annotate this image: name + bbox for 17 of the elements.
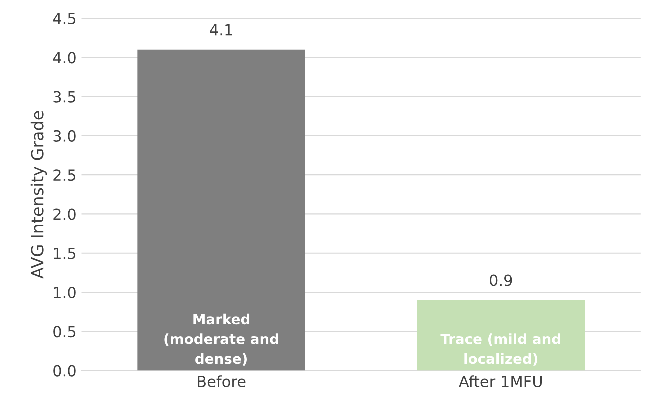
y-tick-label: 3.0 — [54, 130, 76, 142]
y-tick-label: 4.0 — [53, 52, 76, 64]
y-tick-label: 0.0 — [54, 365, 76, 377]
y-tick-label: 2.0 — [54, 208, 76, 220]
y-axis-title: AVG Intensity Grade — [30, 111, 48, 279]
y-tick-label: 3.5 — [54, 91, 76, 103]
x-tick-label: Before — [198, 376, 246, 388]
y-tick-label: 1.5 — [54, 248, 76, 260]
annotation: Marked (moderate and dense) — [164, 314, 278, 366]
annotation: Trace (mild and localized) — [440, 334, 560, 366]
x-tick-label: After 1MFU — [459, 376, 542, 388]
y-tick-label: 0.5 — [54, 326, 76, 338]
data-label: 4.1 — [210, 24, 232, 36]
y-tick-label: 4.5 — [53, 13, 76, 25]
y-tick-label: 1.0 — [54, 286, 76, 299]
data-label: 0.9 — [490, 274, 512, 286]
y-tick-label: 2.5 — [54, 170, 76, 182]
